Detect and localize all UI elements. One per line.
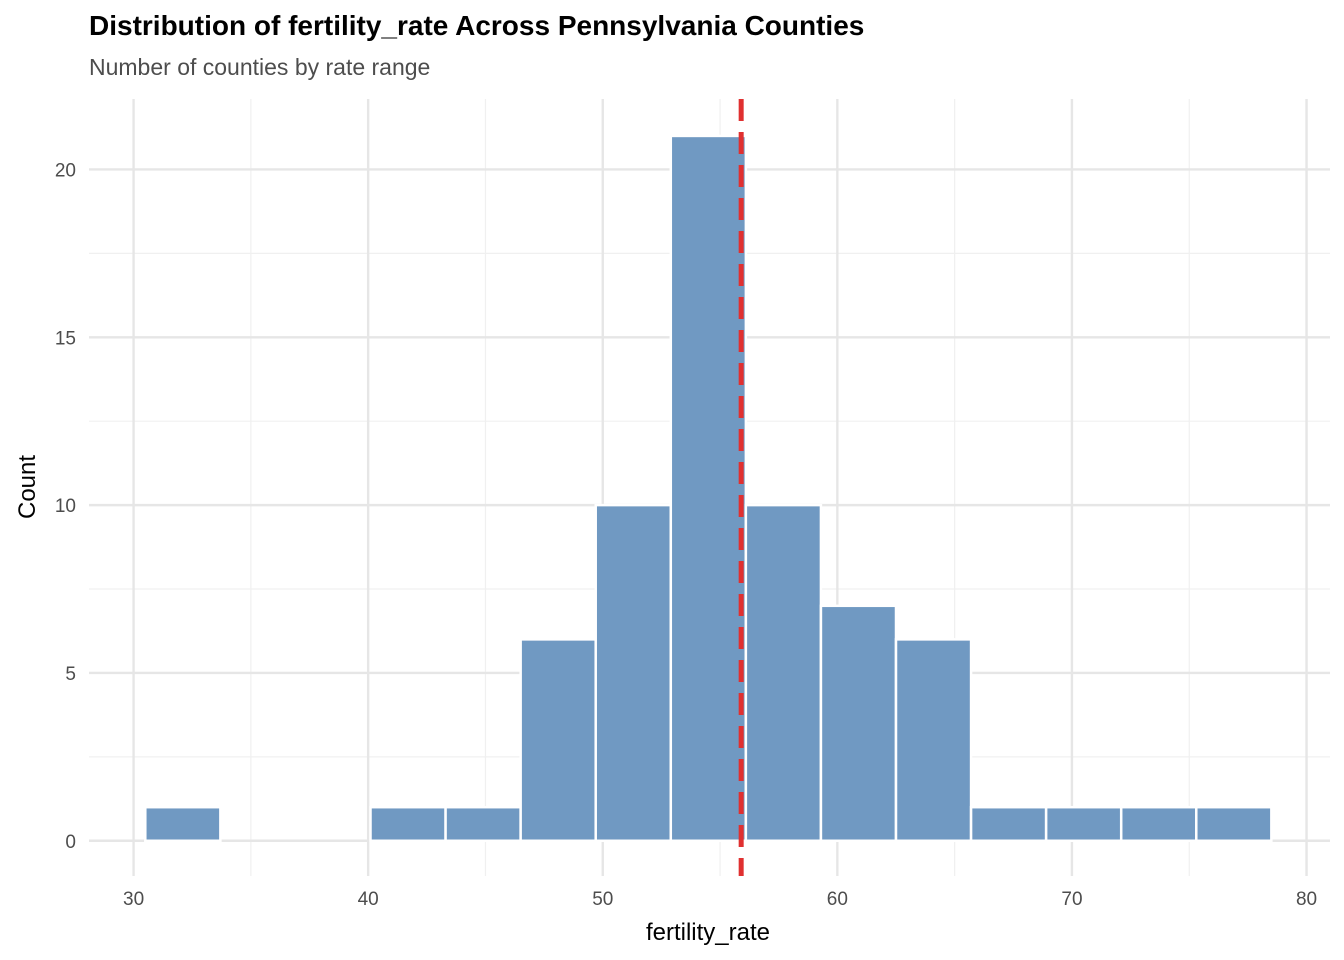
histogram-bar [969, 805, 1048, 843]
bars [144, 134, 1273, 843]
chart-title: Distribution of fertility_rate Across Pe… [89, 10, 865, 41]
y-tick-label: 15 [55, 328, 76, 349]
histogram-bar [1195, 805, 1273, 843]
x-tick-label: 30 [123, 889, 144, 910]
histogram-bar [594, 503, 673, 843]
y-tick-label: 10 [55, 496, 76, 517]
x-tick-label: 60 [827, 889, 848, 910]
histogram-bar [894, 638, 973, 843]
tick-labels: 30 40 50 60 70 80 0 5 10 15 20 [55, 160, 1317, 910]
histogram-bar [519, 638, 597, 843]
x-tick-label: 80 [1296, 889, 1317, 910]
x-axis-label: fertility_rate [646, 919, 770, 946]
y-tick-label: 20 [55, 160, 76, 181]
histogram-bar [819, 604, 898, 843]
histogram-bar [369, 805, 447, 843]
histogram-bar [744, 503, 823, 843]
histogram-bar [1119, 805, 1198, 843]
y-axis-label: Count [14, 455, 41, 519]
x-tick-label: 50 [592, 889, 613, 910]
histogram-bar [669, 134, 748, 843]
histogram-bar [144, 805, 222, 843]
x-tick-label: 40 [358, 889, 379, 910]
histogram-bar [444, 805, 522, 843]
histogram-bar [1044, 805, 1123, 843]
y-tick-label: 0 [65, 832, 76, 853]
y-tick-label: 5 [65, 664, 76, 685]
x-tick-label: 70 [1061, 889, 1082, 910]
chart-subtitle: Number of counties by rate range [89, 54, 431, 80]
